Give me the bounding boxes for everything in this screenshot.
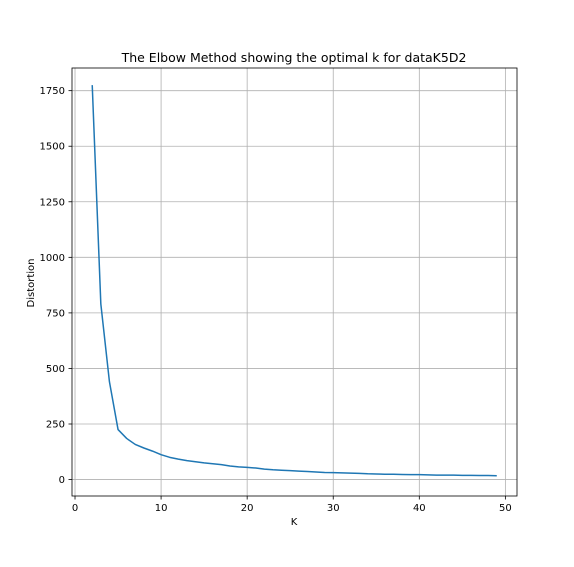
series-layer — [91, 85, 497, 477]
y-tick-label: 1750 — [40, 86, 65, 97]
distortion-series-line — [91, 85, 497, 477]
grid-layer — [72, 68, 517, 496]
x-axis-label: K — [291, 517, 298, 528]
y-tick-label: 750 — [46, 308, 65, 319]
y-tick-label: 1250 — [40, 197, 65, 208]
y-axis-label: Distortion — [26, 259, 37, 308]
y-tick-label: 250 — [46, 420, 65, 431]
y-tick-label: 1500 — [40, 142, 65, 153]
x-tick-label: 0 — [72, 503, 78, 514]
chart-title: The Elbow Method showing the optimal k f… — [121, 50, 467, 65]
x-tick-layer: 0 10 20 30 40 50 — [72, 496, 512, 514]
y-tick-label: 500 — [46, 364, 65, 375]
x-tick-label: 10 — [155, 503, 168, 514]
x-tick-label: 30 — [327, 503, 340, 514]
y-tick-label: 0 — [59, 475, 65, 486]
x-tick-label: 50 — [499, 503, 512, 514]
axes-frame — [71, 67, 518, 497]
x-tick-label: 40 — [413, 503, 426, 514]
x-tick-label: 20 — [241, 503, 254, 514]
y-tick-layer: 0 250 500 750 1000 1250 1500 1750 — [40, 86, 72, 486]
y-tick-label: 1000 — [40, 253, 65, 264]
